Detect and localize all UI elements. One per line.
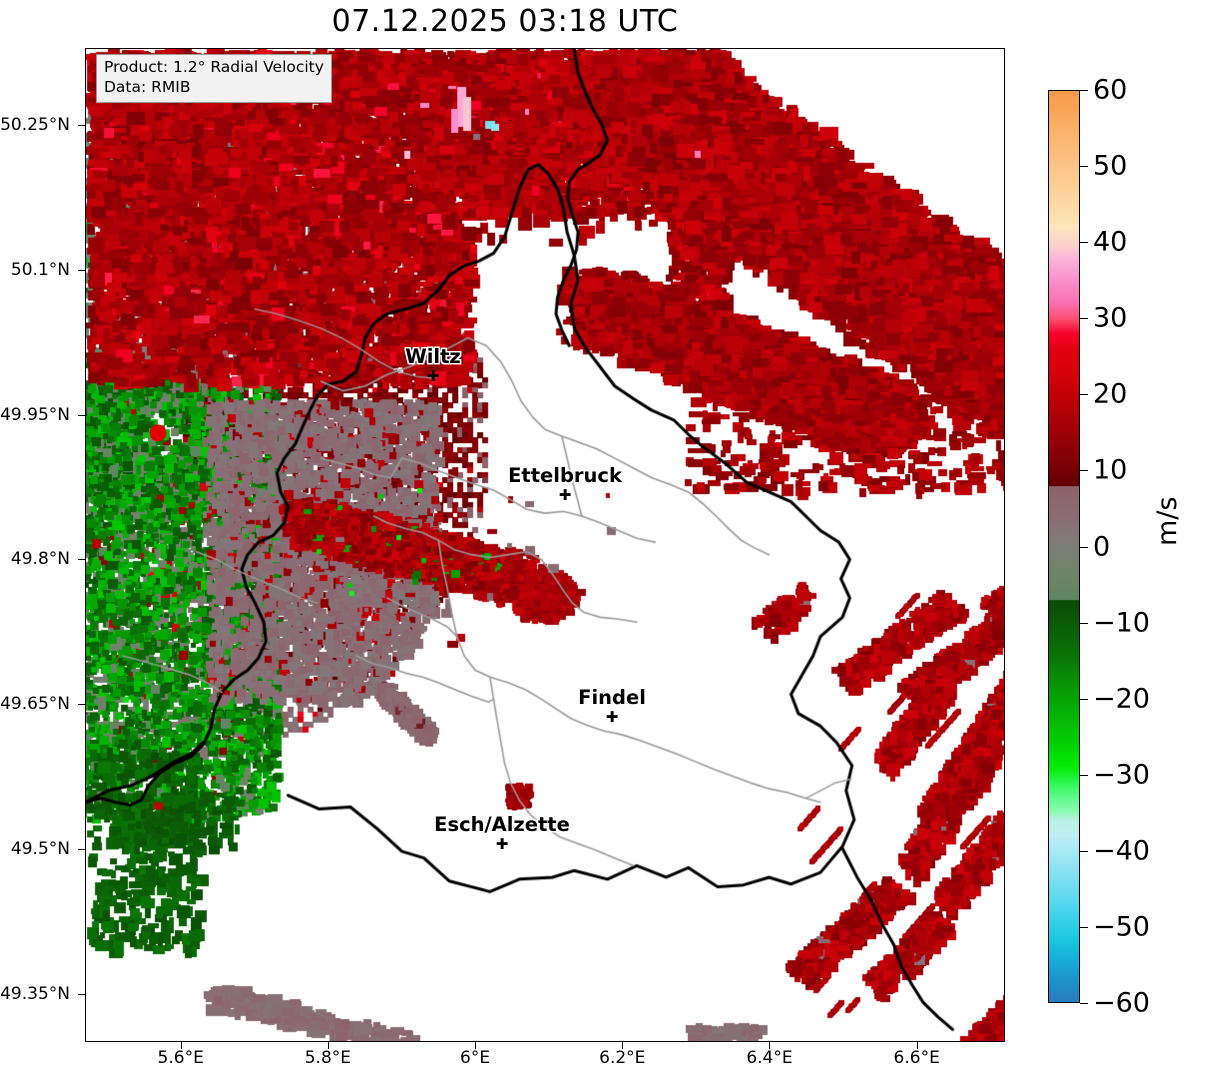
y-tick-mark	[78, 414, 85, 416]
colorbar-tick-mark	[1080, 90, 1088, 91]
y-tick-mark	[78, 704, 85, 706]
x-tick-label: 6.6°E	[893, 1048, 940, 1068]
y-tick-label: 49.8°N	[10, 549, 70, 570]
y-tick-label: 49.95°N	[0, 404, 70, 425]
data-source-line: Data: RMIB	[104, 77, 191, 96]
colorbar-tick-mark	[1080, 926, 1088, 928]
colorbar-tick-mark	[1080, 850, 1088, 852]
colorbar-tick-mark	[1080, 394, 1088, 396]
x-tick-label: 6.4°E	[746, 1048, 793, 1068]
x-tick-mark	[180, 1042, 182, 1049]
colorbar	[1048, 90, 1080, 1003]
colorbar-gradient	[1049, 91, 1079, 1002]
colorbar-unit-label: m/s	[1152, 496, 1183, 546]
x-tick-mark	[622, 1042, 624, 1049]
colorbar-tick-mark	[1080, 698, 1088, 700]
y-tick-label: 49.5°N	[10, 838, 70, 859]
colorbar-tick-mark	[1080, 622, 1088, 624]
product-info-box: Product: 1.2° Radial Velocity Data: RMIB	[96, 54, 332, 103]
y-tick-label: 50.25°N	[0, 115, 70, 136]
page-title: 07.12.2025 03:18 UTC	[331, 4, 679, 39]
x-tick-mark	[916, 1042, 918, 1049]
colorbar-tick-label: −40	[1093, 835, 1150, 867]
colorbar-tick-mark	[1080, 166, 1088, 168]
colorbar-tick-label: −30	[1093, 759, 1150, 791]
x-tick-label: 5.6°E	[157, 1048, 204, 1068]
colorbar-tick-label: 0	[1093, 531, 1111, 562]
colorbar-tick-mark	[1080, 1003, 1088, 1004]
radar-reflectivity-canvas	[86, 49, 1004, 1041]
y-tick-label: 49.65°N	[0, 694, 70, 715]
x-tick-label: 6.2°E	[599, 1048, 646, 1068]
y-tick-mark	[78, 993, 85, 995]
x-tick-label: 6°E	[460, 1048, 491, 1068]
y-tick-mark	[78, 848, 85, 850]
colorbar-tick-label: 40	[1093, 226, 1128, 258]
radar-map-axes: Wiltz ✚ Ettelbruck ✚ Findel ✚ Esch/Alzet…	[85, 48, 1005, 1042]
y-tick-mark	[78, 559, 85, 561]
radar-site-marker	[149, 424, 167, 442]
y-tick-mark	[78, 125, 85, 127]
colorbar-tick-label: −10	[1093, 607, 1150, 639]
colorbar-tick-label: −20	[1093, 683, 1150, 715]
x-tick-mark	[769, 1042, 771, 1049]
colorbar-tick-mark	[1080, 470, 1088, 472]
y-tick-label: 49.35°N	[0, 983, 70, 1004]
colorbar-tick-label: 20	[1093, 378, 1128, 410]
colorbar-tick-label: 60	[1093, 74, 1128, 106]
x-tick-mark	[327, 1042, 329, 1049]
x-tick-mark	[475, 1042, 477, 1049]
colorbar-tick-mark	[1080, 242, 1088, 244]
colorbar-tick-label: 30	[1093, 302, 1128, 334]
colorbar-tick-label: 10	[1093, 454, 1128, 486]
product-line: Product: 1.2° Radial Velocity	[104, 58, 324, 76]
colorbar-tick-label: 50	[1093, 150, 1128, 182]
colorbar-tick-mark	[1080, 318, 1088, 320]
colorbar-tick-label: −50	[1093, 911, 1150, 943]
colorbar-tick-label: −60	[1093, 987, 1150, 1019]
colorbar-tick-mark	[1080, 546, 1088, 548]
y-tick-mark	[78, 269, 85, 271]
y-tick-label: 50.1°N	[10, 259, 70, 280]
colorbar-tick-mark	[1080, 774, 1088, 776]
x-tick-label: 5.8°E	[304, 1048, 352, 1068]
